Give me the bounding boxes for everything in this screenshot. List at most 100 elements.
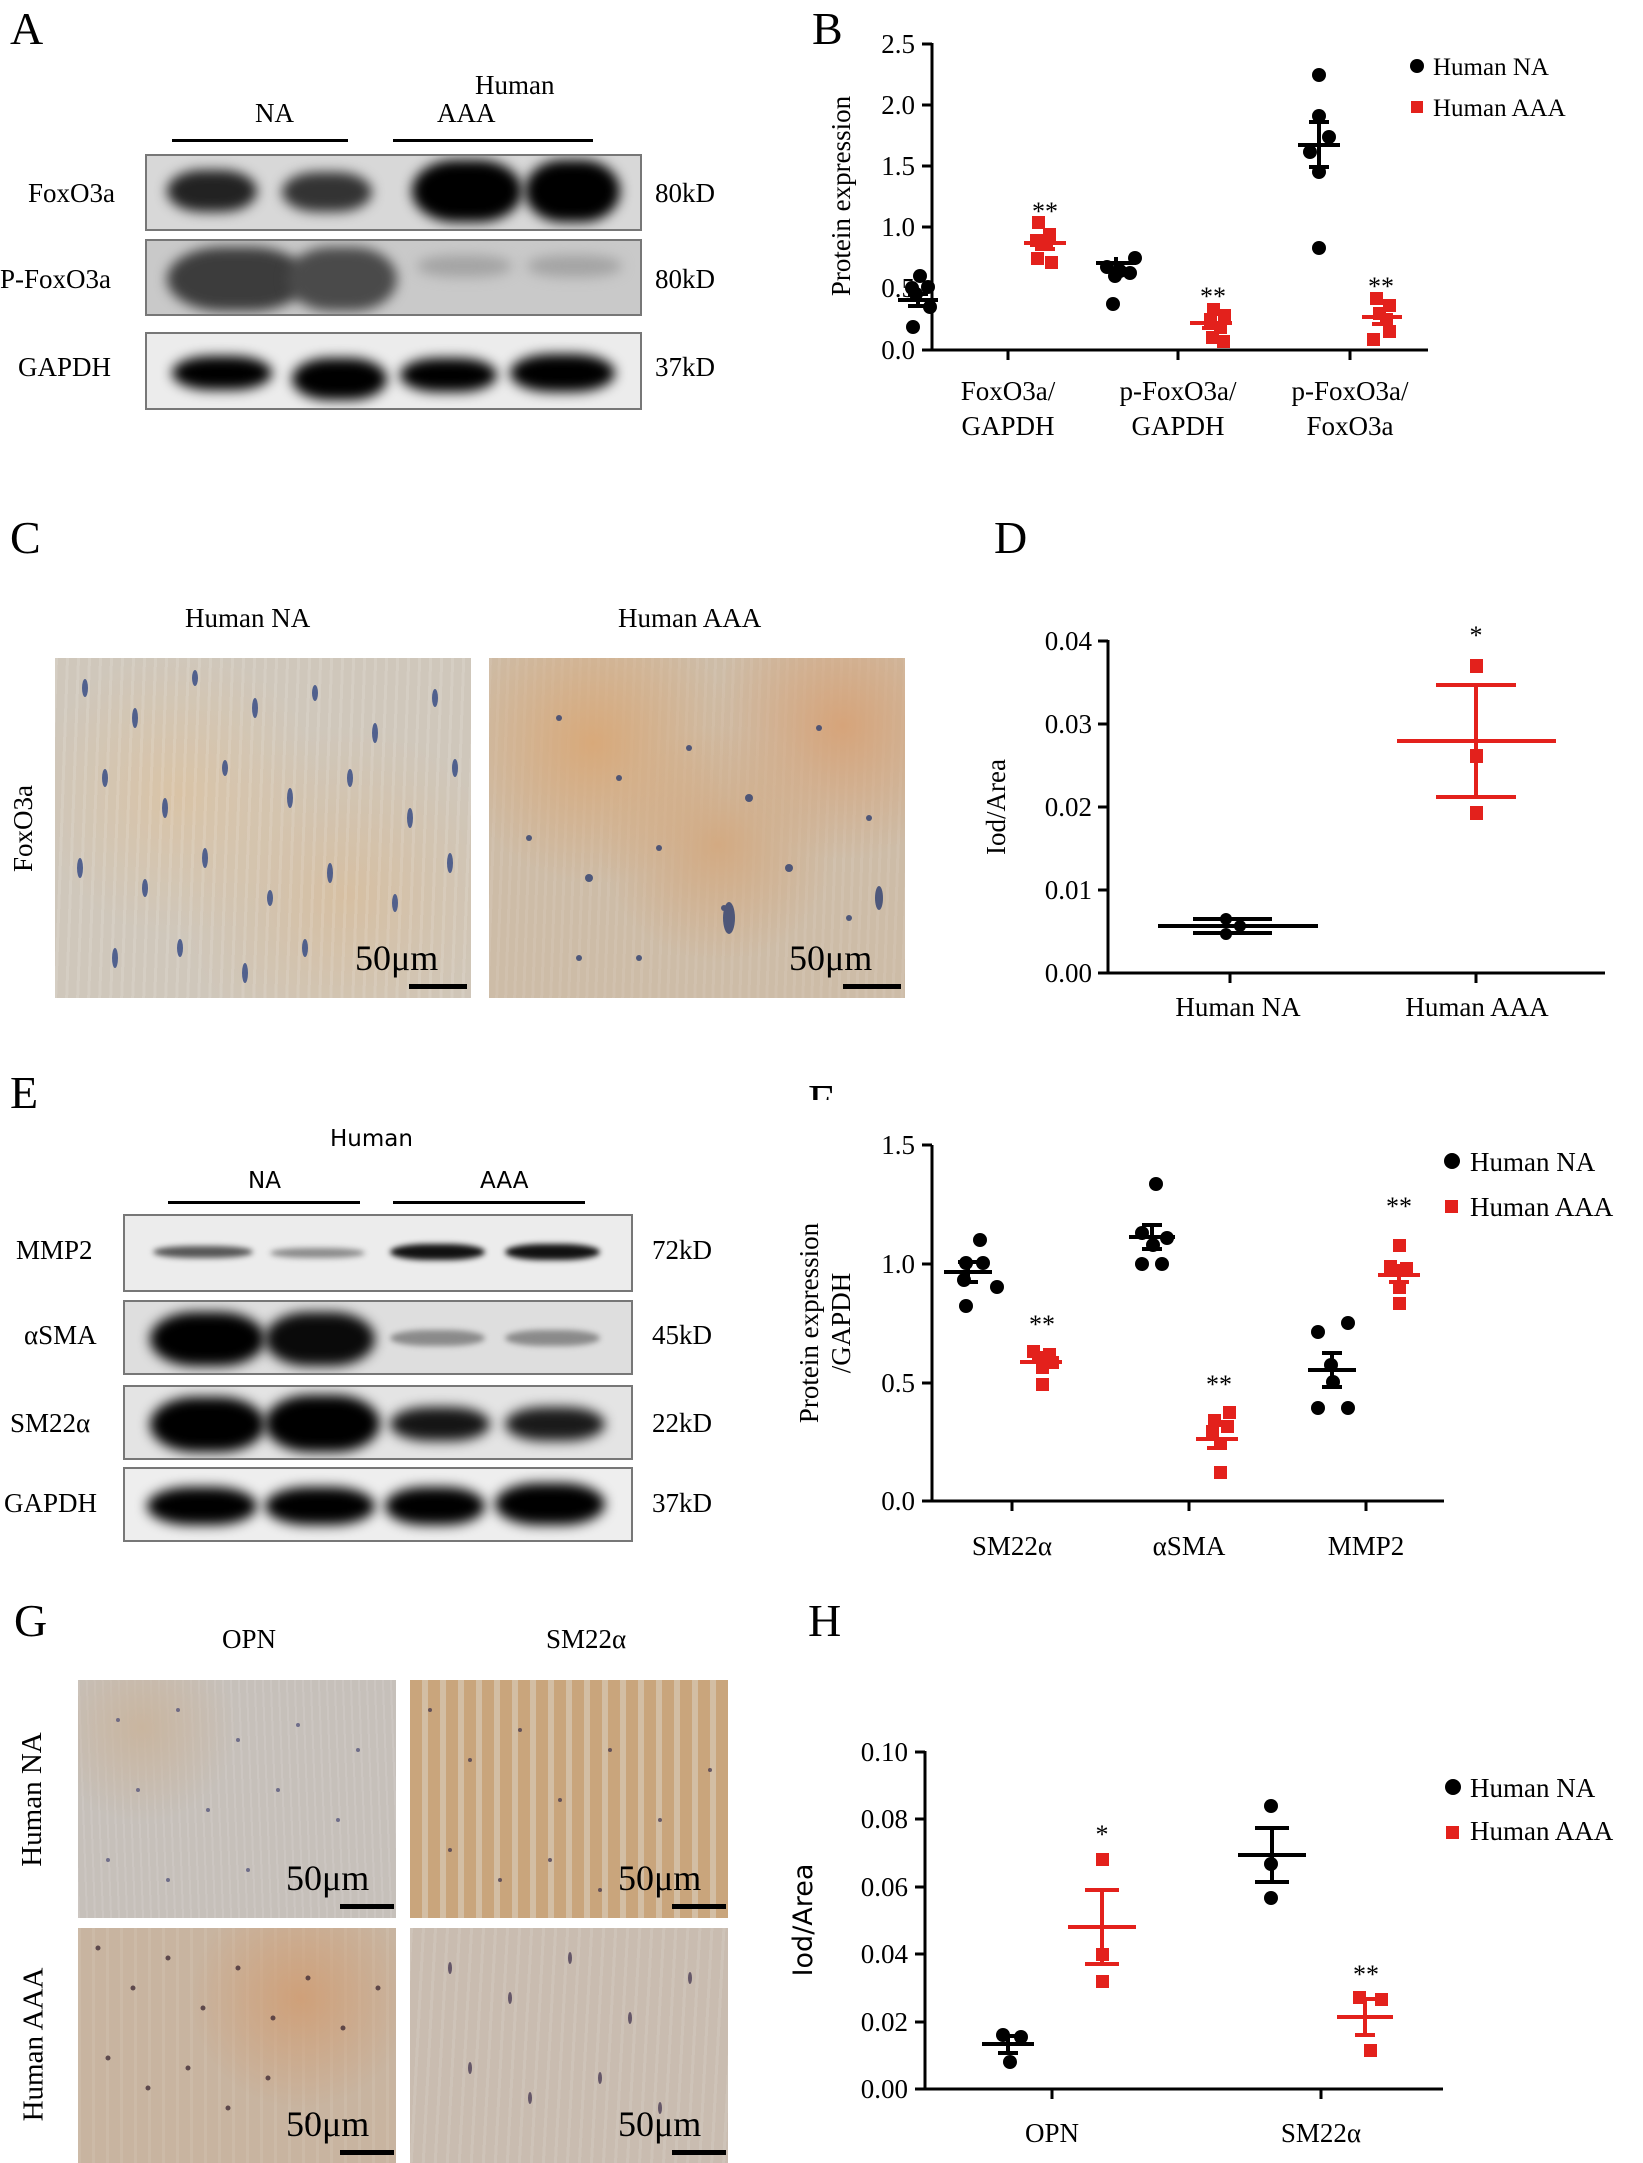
chart-f-na-errorbars [944, 1223, 1356, 1389]
scale-bar [340, 1904, 394, 1909]
svg-text:Human AAA: Human AAA [1470, 1192, 1614, 1222]
ihc-g-col-opn: OPN [222, 1624, 277, 1654]
blot-e-group-aaa: AAA [480, 1168, 529, 1194]
chart-h-xticks: OPN SM22α [1025, 2118, 1361, 2148]
chart-f-aaa-errorbars [1020, 1268, 1420, 1450]
nuclei-pattern [448, 1952, 692, 2114]
blot-e-aaa-bracket [393, 1201, 585, 1204]
svg-text:**: ** [1206, 1370, 1232, 1399]
svg-text:*: * [1096, 1820, 1109, 1849]
svg-text:0.04: 0.04 [861, 1939, 909, 1969]
blot-kd: 37kD [655, 352, 715, 382]
chart-d-xticks: Human NA Human AAA [1175, 992, 1549, 1022]
chart-b-na-points [905, 68, 1336, 334]
ihc-c-title-na: Human NA [185, 603, 311, 633]
svg-text:p-FoxO3a/: p-FoxO3a/ [1292, 376, 1409, 406]
svg-text:OPN: OPN [1025, 2118, 1079, 2148]
chart-f-ylabel: Protein expression /GAPDH [794, 1222, 856, 1423]
panel-label-h: H [808, 1595, 842, 1646]
svg-text:0.03: 0.03 [1045, 709, 1092, 739]
scale-bar-label: 50μm [286, 2104, 370, 2144]
blot-row-label: GAPDH [18, 352, 112, 382]
svg-text:0.10: 0.10 [861, 1737, 908, 1767]
blot-kd: 80kD [655, 264, 715, 294]
chart-d-yticks: 0.04 0.03 0.02 0.01 0.00 [1045, 626, 1093, 988]
svg-text:SM22α: SM22α [1281, 2118, 1361, 2148]
nuclei-pattern [106, 1708, 360, 1882]
chart-b-legend: Human NA Human AAA [1410, 54, 1566, 122]
svg-text:**: ** [1200, 282, 1226, 311]
chart-b-na-errorbars [898, 120, 1340, 308]
svg-text:Human AAA: Human AAA [1405, 992, 1549, 1022]
blot-row-label: αSMA [24, 1320, 97, 1350]
svg-text:0.04: 0.04 [1045, 626, 1093, 656]
blot-e-group-title: Human [330, 1126, 413, 1152]
nuclei-pattern [526, 715, 883, 961]
ihc-image-foxo3a-aaa: 50μm [489, 658, 905, 998]
blot-kd: 80kD [655, 178, 715, 208]
svg-text:GAPDH: GAPDH [1131, 411, 1224, 441]
ihc-c-row-label: FoxO3a [8, 785, 38, 872]
panel-label-a: A [10, 3, 44, 54]
svg-text:αSMA: αSMA [1153, 1531, 1226, 1561]
chart-h-legend: Human NA Human AAA [1445, 1773, 1614, 1846]
chart-d: 0.040.030.020.010.00 Iod/Area Human NA Hu… [981, 621, 1605, 1022]
svg-text:**: ** [1029, 1310, 1055, 1339]
svg-text:Human NA: Human NA [1470, 1147, 1596, 1177]
scale-bar-label: 50μm [286, 1858, 370, 1898]
svg-text:0.06: 0.06 [861, 1872, 908, 1902]
chart-b-ylabel: Protein expression [826, 95, 856, 296]
panel-label-c: C [10, 512, 41, 563]
nuclei-pattern [428, 1708, 712, 1892]
svg-text:**: ** [1368, 272, 1394, 301]
ihc-g-row-aaa: Human AAA [17, 1967, 50, 2122]
chart-d-ylabel: Iod/Area [981, 759, 1011, 855]
ihc-image-sm22a-na: 50μm [410, 1680, 728, 1918]
nuclei-pattern [95, 1945, 381, 2121]
svg-text:p-FoxO3a/: p-FoxO3a/ [1120, 376, 1237, 406]
chart-f-xticks: SM22α αSMA MMP2 [972, 1531, 1404, 1561]
svg-text:1.5: 1.5 [881, 151, 915, 181]
svg-text:MMP2: MMP2 [1328, 1531, 1405, 1561]
svg-text:2.5: 2.5 [881, 29, 915, 59]
svg-text:0.0: 0.0 [881, 1486, 915, 1516]
ihc-c-title-aaa: Human AAA [618, 603, 762, 633]
chart-b-yticks: 2.52.01.5 1.00.50.0 [881, 29, 915, 365]
svg-text:0.00: 0.00 [861, 2074, 908, 2104]
scale-bar-label: 50μm [618, 2104, 702, 2144]
chart-d-significance: * [1470, 621, 1483, 650]
svg-text:/GAPDH: /GAPDH [826, 1273, 856, 1374]
svg-text:0.01: 0.01 [1045, 875, 1092, 905]
blot-a-group-aaa: AAA [437, 98, 496, 128]
chart-h-na-points [996, 1799, 1278, 2069]
chart-b-xticks: FoxO3a/GAPDH p-FoxO3a/GAPDH p-FoxO3a/Fox… [961, 376, 1409, 441]
blot-strip [123, 1467, 633, 1542]
ihc-g-col-sm22a: SM22α [546, 1624, 627, 1654]
nuclei-pattern [77, 670, 458, 983]
svg-text:0.5: 0.5 [881, 1368, 915, 1398]
scale-bar [340, 2150, 394, 2155]
svg-text:**: ** [1353, 1960, 1379, 1989]
svg-text:1.0: 1.0 [881, 212, 915, 242]
blot-a-na-bracket [172, 139, 348, 142]
chart-h-yticks: 0.10 0.08 0.06 0.04 0.02 0.00 [861, 1737, 909, 2104]
chart-d-na-errorbars [1158, 917, 1318, 935]
svg-text:**: ** [1386, 1192, 1412, 1221]
blot-strip [145, 239, 642, 316]
panel-label-e: E [10, 1067, 39, 1118]
panel-label-g: G [14, 1595, 48, 1646]
scale-bar [672, 2150, 726, 2155]
ihc-image-sm22a-aaa: 50μm [410, 1928, 728, 2163]
chart-h-na-errorbars [982, 1826, 1306, 2055]
chart-h-aaa-errorbars [1068, 1888, 1393, 2037]
blot-a-aaa-bracket [393, 139, 593, 142]
chart-f-yticks: 1.5 1.0 0.5 0.0 [881, 1130, 915, 1516]
chart-b-axes [922, 42, 1428, 360]
chart-h-aaa-points [1096, 1853, 1388, 2057]
chart-h-significance: *** [1096, 1820, 1380, 1989]
chart-d-aaa-errorbars [1397, 683, 1556, 799]
ihc-image-opn-aaa: 50μm [78, 1928, 396, 2163]
chart-b-significance: ** ** ** [1032, 197, 1394, 311]
ihc-g-row-na: Human NA [15, 1732, 48, 1867]
svg-text:2.0: 2.0 [881, 90, 915, 120]
